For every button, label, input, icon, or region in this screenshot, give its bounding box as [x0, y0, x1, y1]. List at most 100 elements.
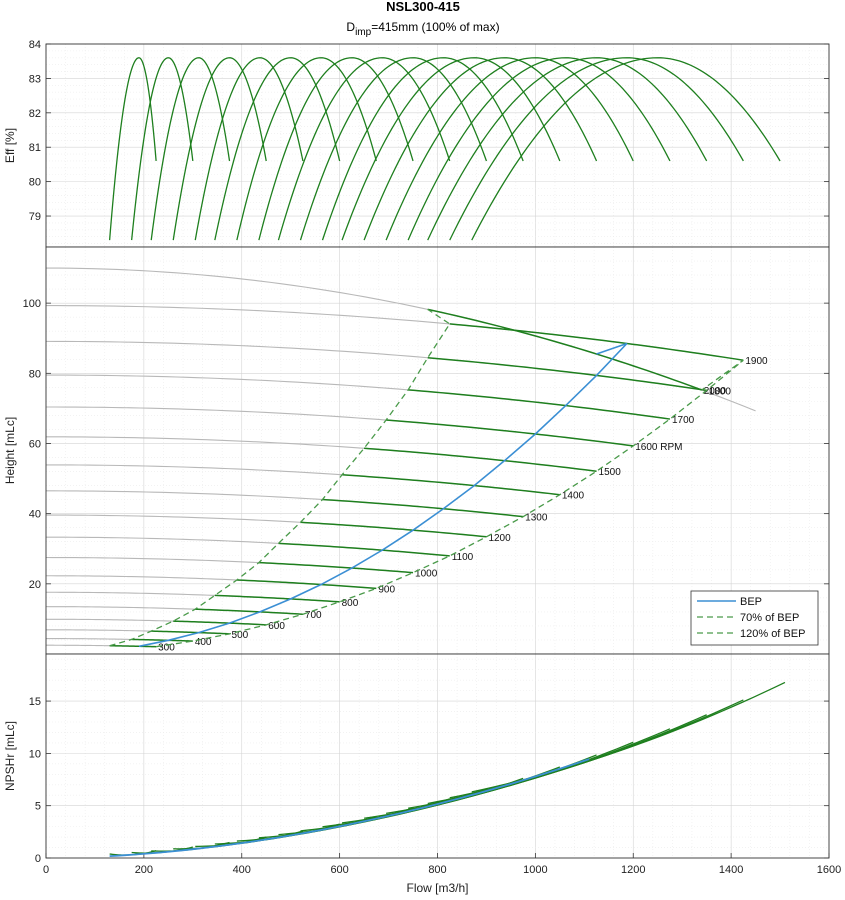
x-tick-label: 0: [43, 864, 49, 876]
x-tick-label: 600: [330, 864, 348, 876]
efficiency-curve-2000: [471, 57, 781, 241]
head-operating-curve-1200: [300, 521, 487, 538]
head-operating-curve-1500: [364, 447, 597, 472]
rpm-label-1500: 1500: [599, 467, 622, 478]
rpm-label-800: 800: [342, 598, 359, 609]
rpm-label-400: 400: [195, 637, 212, 648]
head-operating-curve-600: [173, 620, 267, 626]
efficiency-curve-1600: [385, 57, 634, 241]
head-operating-curve-1600: [386, 419, 634, 447]
rpm-label-1800: 1800: [709, 386, 732, 397]
rpm-label-1100: 1100: [452, 552, 474, 563]
head-y-axis-label: Height [mLc]: [3, 417, 17, 484]
rpm-label-1700: 1700: [672, 415, 695, 426]
head-operating-curve-1100: [278, 542, 450, 557]
efficiency-curve-1100: [277, 57, 451, 241]
y-tick-label: 84: [29, 39, 41, 51]
efficiency-curve-700: [194, 57, 304, 241]
x-axis-label: Flow [m3/h]: [406, 881, 468, 895]
y-tick-label: 15: [29, 696, 41, 708]
efficiency-curve-500: [150, 57, 231, 241]
head-operating-curve-500: [151, 630, 230, 635]
line-bep: [138, 342, 628, 648]
head-operating-curve-2000: [427, 308, 703, 391]
efficiency-curve-1400: [341, 57, 561, 241]
head-operating-curve-1000: [258, 561, 414, 574]
y-tick-label: 60: [29, 438, 41, 450]
x-tick-label: 1000: [523, 864, 547, 876]
npshr-panel: 0 5 10 15 0 200 400 600 800 1000 1200 1400 1600 NPSHr…: [3, 653, 841, 895]
efficiency-panel: 79 80 81 82 83 84 Eff [%]: [3, 39, 830, 248]
rpm-label-900: 900: [378, 584, 395, 595]
y-tick-label: 10: [29, 748, 41, 760]
head-operating-curve-1900: [449, 323, 744, 361]
head-operating-curve-1400: [342, 474, 560, 496]
head-operating-curve-1800: [427, 356, 707, 392]
y-tick-label: 83: [29, 73, 41, 85]
rpm-label-1200: 1200: [488, 533, 511, 544]
head-operating-curve-400: [131, 638, 193, 642]
rpm-label-1000: 1000: [415, 569, 438, 580]
x-tick-label: 1600: [817, 864, 841, 876]
efficiency-curve-1500: [363, 57, 598, 241]
y-tick-label: 5: [35, 801, 41, 813]
efficiency-curve-900: [236, 57, 377, 241]
rpm-label-2000: 2000: [704, 386, 727, 397]
y-tick-label: 80: [29, 177, 41, 189]
head-operating-curve-300: [109, 644, 157, 648]
npshr-y-axis-label: NPSHr [mLc]: [3, 721, 17, 791]
rpm-label-600: 600: [268, 621, 285, 632]
efficiency-curve-1800: [427, 57, 708, 241]
npshr-axes-box: [45, 653, 830, 859]
efficiency-curve-400: [130, 57, 194, 241]
rpm-label-300: 300: [158, 643, 175, 654]
legend-box: [690, 590, 819, 646]
rpm-label-1900: 1900: [745, 356, 768, 367]
rpm-label-1600: 1600 RPM: [635, 442, 682, 453]
figure-subtitle: Dimp=415mm (100% of max): [346, 20, 499, 38]
y-tick-label: 100: [23, 298, 41, 310]
y-tick-label: 20: [29, 579, 41, 591]
y-tick-label: 40: [29, 509, 41, 521]
head-operating-curve-1300: [322, 498, 524, 518]
line-70pct-bep: [109, 308, 451, 647]
head-operating-curve-700: [195, 608, 303, 615]
rpm-label-1400: 1400: [562, 491, 585, 502]
head-green-curves: [109, 308, 744, 648]
y-tick-label: 81: [29, 142, 41, 154]
efficiency-curve-1900: [449, 57, 744, 241]
efficiency-curves: [108, 57, 781, 241]
x-tick-label: 1200: [621, 864, 645, 876]
figure-title: NSL300-415: [386, 0, 460, 14]
subtitle-main: D: [346, 20, 355, 34]
npshr-bep-line: [109, 758, 590, 858]
x-tick-label: 1400: [719, 864, 743, 876]
efficiency-curve-1200: [299, 57, 488, 241]
efficiency-curve-600: [172, 57, 267, 241]
x-tick-label: 400: [233, 864, 251, 876]
legend-label-70: 70% of BEP: [740, 612, 799, 624]
efficiency-curve-800: [214, 57, 341, 241]
legend: BEP 70% of BEP 120% of BEP: [690, 590, 819, 646]
legend-label-120: 120% of BEP: [740, 628, 805, 640]
y-tick-label: 79: [29, 211, 41, 223]
efficiency-curve-1300: [321, 57, 524, 241]
subtitle-subscript: imp: [355, 27, 372, 38]
x-tick-label: 800: [428, 864, 446, 876]
head-panel: 20 40 60 80 100 Height [mLc] 300 400 500 600 700 80…: [3, 246, 830, 655]
y-tick-label: 0: [35, 853, 41, 865]
efficiency-curve-1000: [258, 57, 414, 241]
head-operating-curve-1700: [408, 389, 671, 420]
head-operating-curve-800: [214, 594, 340, 603]
rpm-label-700: 700: [305, 610, 322, 621]
y-tick-label: 80: [29, 368, 41, 380]
subtitle-rest: =415mm (100% of max): [371, 20, 499, 34]
x-tick-label: 200: [135, 864, 153, 876]
head-operating-curve-900: [236, 579, 377, 590]
efficiency-y-axis-label: Eff [%]: [3, 128, 17, 163]
legend-label-bep: BEP: [740, 596, 762, 608]
rpm-label-1300: 1300: [525, 513, 548, 524]
rpm-label-500: 500: [232, 630, 249, 641]
head-grid: [46, 247, 829, 654]
